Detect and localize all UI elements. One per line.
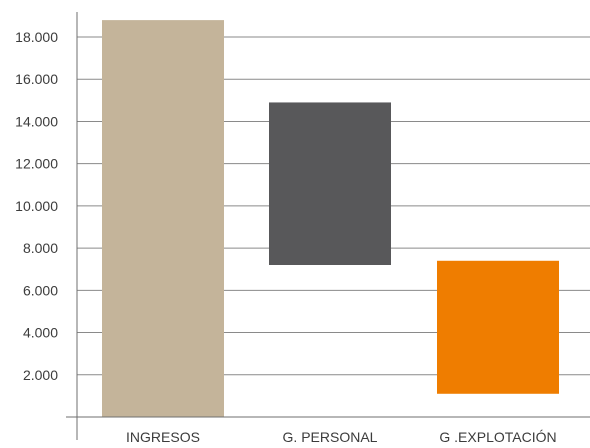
y-tick-label: 12.000: [15, 156, 58, 172]
y-tick-label: 6.000: [23, 282, 58, 298]
bar: [437, 260, 559, 394]
x-tick-label: INGRESOS: [126, 429, 200, 445]
y-tick-label: 2.000: [23, 367, 58, 383]
y-tick-label: 16.000: [15, 71, 58, 87]
bar: [269, 102, 391, 265]
y-tick-label: 14.000: [15, 113, 58, 129]
bars: [102, 20, 559, 417]
x-tick-labels: INGRESOS G. PERSONAL G .EXPLOTACIÓN: [126, 429, 557, 445]
y-tick-label: 18.000: [15, 29, 58, 45]
x-tick-label: G .EXPLOTACIÓN: [439, 429, 556, 445]
bar: [102, 20, 224, 417]
y-tick-label: 10.000: [15, 198, 58, 214]
y-tick-label: 8.000: [23, 240, 58, 256]
y-tick-label: 4.000: [23, 325, 58, 341]
axes: [66, 12, 590, 440]
x-tick-label: G. PERSONAL: [283, 429, 378, 445]
y-tick-labels: 2.000 4.000 6.000 8.000 10.000 12.000 14.000 16…: [15, 29, 58, 383]
